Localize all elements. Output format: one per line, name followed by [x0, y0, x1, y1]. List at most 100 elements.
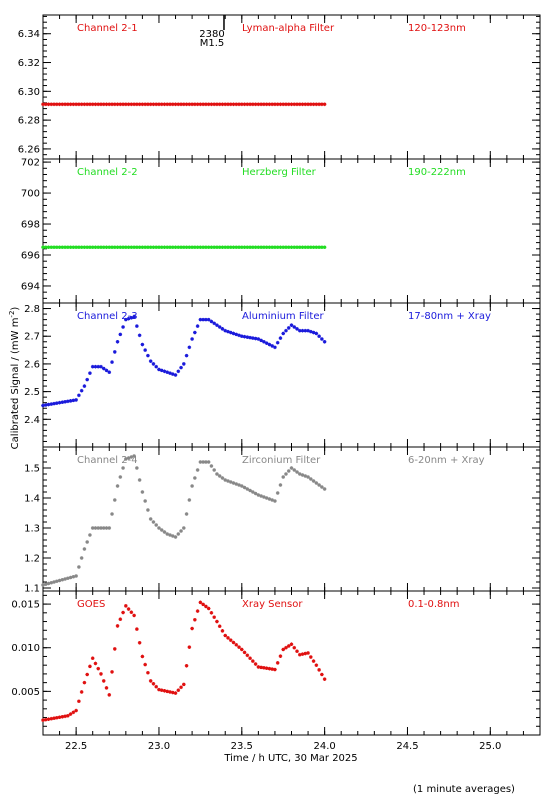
data-point [132, 245, 136, 250]
data-point [135, 466, 139, 470]
data-point [289, 245, 294, 250]
data-point [306, 102, 310, 107]
data-point [204, 604, 208, 609]
data-point [253, 491, 258, 496]
data-point [79, 245, 84, 250]
data-point [99, 526, 103, 530]
data-point [228, 102, 233, 107]
data-point [107, 245, 112, 250]
data-point [231, 481, 236, 485]
event-class: M1.5 [200, 38, 225, 49]
data-point [289, 642, 294, 647]
data-point [107, 102, 112, 107]
data-point [190, 626, 194, 631]
data-point [55, 245, 59, 250]
data-point [226, 479, 230, 483]
data-point [157, 526, 161, 530]
data-point [93, 102, 98, 107]
data-point [259, 665, 263, 670]
data-point [193, 476, 197, 480]
data-point [228, 638, 233, 642]
data-point [228, 330, 233, 335]
data-point [262, 666, 266, 670]
data-point [77, 393, 81, 398]
data-point [309, 655, 313, 659]
data-point [88, 533, 92, 537]
data-point [220, 245, 225, 250]
data-point [126, 245, 131, 250]
data-point [140, 342, 145, 347]
data-point [118, 102, 123, 107]
data-point [143, 662, 147, 667]
y-tick-label: 6.26 [18, 144, 40, 155]
x-tick-label: 24.0 [314, 741, 336, 752]
data-point [66, 399, 70, 404]
data-point [52, 580, 56, 584]
data-point [85, 540, 89, 544]
data-point [193, 330, 197, 335]
data-point [110, 245, 114, 250]
data-point [251, 102, 255, 107]
data-point [223, 478, 228, 482]
data-point [148, 517, 153, 521]
data-point [182, 526, 186, 530]
data-point [253, 245, 258, 250]
data-point [49, 245, 54, 250]
data-point [198, 102, 203, 107]
data-point [46, 717, 51, 721]
data-point [248, 488, 252, 493]
data-point [237, 645, 241, 649]
data-point [168, 245, 172, 250]
data-point [242, 650, 247, 655]
data-point [245, 335, 250, 339]
data-point [146, 353, 150, 358]
data-point [320, 102, 324, 107]
data-point [251, 336, 255, 340]
data-point [187, 498, 192, 502]
data-point [292, 102, 297, 107]
data-point [168, 371, 172, 375]
data-point [115, 484, 120, 488]
data-point [286, 326, 291, 330]
channel-name: GOES [77, 599, 105, 610]
data-point [179, 365, 183, 370]
data-point [182, 362, 186, 366]
data-point [165, 102, 170, 107]
band-label: 17-80nm + Xray [408, 311, 491, 322]
data-point [85, 672, 89, 677]
data-point [96, 666, 101, 671]
data-point [46, 581, 51, 586]
data-point [198, 317, 203, 322]
data-point [110, 670, 114, 674]
data-point [140, 245, 145, 250]
data-point [259, 338, 263, 343]
data-point [74, 398, 78, 402]
y-tick-label: 1.3 [24, 524, 40, 535]
band-label: 6-20nm + Xray [408, 455, 485, 466]
data-point [43, 245, 48, 250]
data-point [240, 484, 244, 488]
data-point [314, 102, 319, 107]
data-point [60, 245, 65, 250]
data-point [143, 348, 147, 352]
data-point [215, 472, 219, 476]
data-point [173, 373, 178, 377]
data-point [195, 609, 200, 613]
data-point [237, 102, 241, 107]
data-point [306, 328, 310, 333]
band-label: 0.1-0.8nm [408, 599, 460, 610]
data-point [281, 331, 286, 336]
data-point [215, 323, 219, 327]
data-point [231, 245, 236, 250]
data-point [162, 688, 167, 693]
data-point [256, 102, 261, 107]
data-point [99, 672, 103, 676]
series-points [41, 245, 327, 250]
y-tick-label: 6.34 [18, 29, 40, 40]
data-point [253, 336, 258, 341]
data-point [267, 102, 272, 107]
data-point [270, 667, 274, 671]
data-point [193, 618, 197, 622]
data-point [275, 245, 280, 250]
data-point [112, 102, 117, 107]
